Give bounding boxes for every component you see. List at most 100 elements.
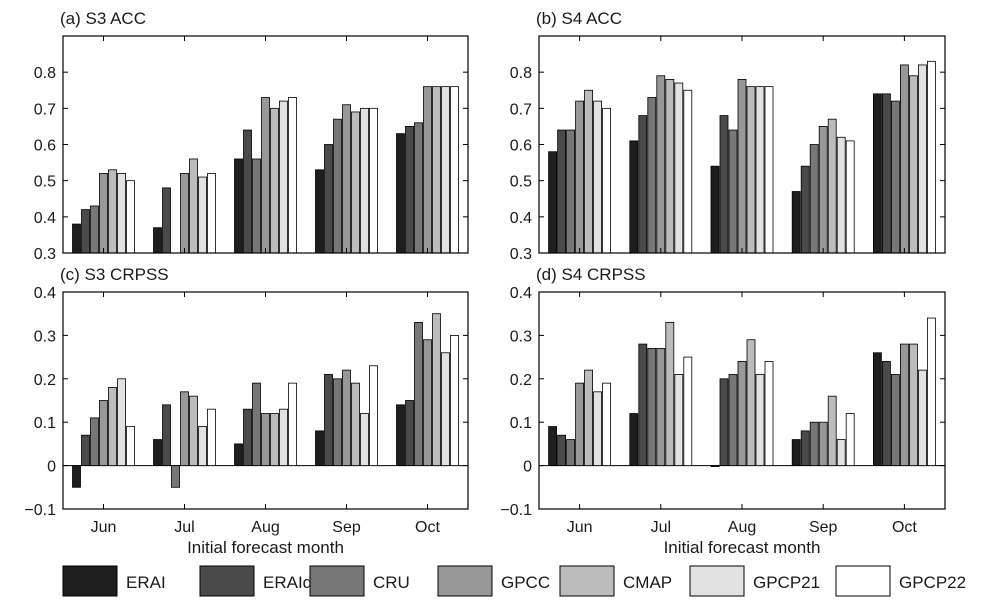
bar-erai-jun <box>72 465 81 488</box>
bar-erai-aug <box>710 465 720 468</box>
bar-erai-aug <box>710 165 720 254</box>
bar-cmap-jun <box>584 89 593 254</box>
bar-eraid-sep <box>800 430 810 467</box>
bar-erai-jul <box>153 439 162 466</box>
y-tick-label: 0.1 <box>510 415 532 432</box>
bar-cru-jun <box>566 129 575 254</box>
bar-cru-jul <box>647 348 657 467</box>
bar-gpcp22-sep <box>845 413 855 466</box>
bar-gpcc-aug <box>737 79 747 254</box>
bar-eraid-jun <box>557 129 566 254</box>
panel-a-group: 0.3 0.4 0.5 0.6 0.7 0.8 (a) S3 ACC <box>34 9 469 263</box>
bar-eraid-sep <box>324 144 333 254</box>
bar-cru-sep <box>333 118 342 254</box>
bar-gpcp21-sep <box>360 413 369 466</box>
bar-eraid-sep <box>800 165 810 254</box>
bar-gpcp22-jul <box>683 89 693 254</box>
legend-swatch-cru <box>309 565 365 597</box>
bar-eraid-jul <box>638 343 648 466</box>
bar-cmap-oct <box>432 313 441 467</box>
bar-erai-aug <box>234 443 243 466</box>
bar-erai-oct <box>396 404 405 466</box>
bar-gpcc-jul <box>656 75 666 254</box>
bar-cru-aug <box>252 158 261 254</box>
bar-gpcc-sep <box>818 421 828 467</box>
bar-gpcp21-oct <box>918 369 927 466</box>
bar-cmap-aug <box>270 107 279 254</box>
bar-gpcp22-oct <box>450 334 459 466</box>
y-tick-label: 0 <box>47 459 56 476</box>
bar-gpcc-sep <box>342 369 351 466</box>
y-tick-label: 0.7 <box>34 101 56 118</box>
bar-eraid-oct <box>405 400 414 466</box>
y-tick-label: 0.8 <box>34 65 56 82</box>
plot-frame <box>62 35 469 254</box>
bar-cmap-jun <box>108 169 117 254</box>
panel-b-group: 0.3 0.4 0.5 0.6 0.7 0.8 (b) S4 ACC <box>510 9 946 263</box>
bar-gpcp21-oct <box>441 86 450 254</box>
bar-gpcp21-jun <box>117 378 126 466</box>
bar-gpcp22-sep <box>369 365 378 466</box>
y-tick-label: 0 <box>523 459 532 476</box>
legend-label-erai: ERAI <box>126 573 166 592</box>
bar-gpcc-jul <box>180 391 189 467</box>
bar-cru-aug <box>728 374 738 466</box>
y-tick-label: 0.3 <box>34 246 56 263</box>
bar-cru-oct <box>891 100 900 254</box>
bar-gpcp21-aug <box>755 86 765 254</box>
bar-gpcp22-aug <box>764 86 774 254</box>
bar-gpcp21-jun <box>593 391 602 467</box>
bar-gpcp22-jun <box>126 180 135 254</box>
y-tick-label: 0.1 <box>34 415 56 432</box>
y-tick-label: 0.3 <box>510 328 532 345</box>
x-tick-label: Oct <box>415 519 440 536</box>
bar-cmap-jul <box>189 395 198 467</box>
bar-erai-jul <box>629 140 639 254</box>
bar-gpcc-aug <box>261 413 270 466</box>
bar-gpcp22-jun <box>126 426 135 467</box>
bar-cmap-jul <box>665 79 675 254</box>
x-axis-label: Initial forecast month <box>664 538 821 557</box>
bar-gpcp21-jul <box>674 374 684 466</box>
bar-cmap-oct <box>909 343 918 466</box>
panel-title: (a) S3 ACC <box>60 9 146 28</box>
bar-gpcp21-oct <box>441 352 450 467</box>
legend-label-gpcc: GPCC <box>501 573 550 592</box>
bar-gpcp21-jul <box>674 82 684 254</box>
bar-gpcc-jun <box>99 400 108 466</box>
bar-gpcc-aug <box>261 97 270 254</box>
legend-swatch-gpcp22 <box>835 565 891 597</box>
y-tick-label: 0.6 <box>510 138 532 155</box>
bar-gpcp22-jul <box>207 408 216 466</box>
bar-gpcp22-oct <box>927 317 936 467</box>
bar-gpcp21-aug <box>755 374 765 466</box>
bar-cru-sep <box>809 421 819 467</box>
x-tick-label: Jun <box>91 519 117 536</box>
bar-cru-oct <box>414 122 423 254</box>
bar-cru-jun <box>90 205 99 254</box>
bar-cmap-jun <box>108 387 117 467</box>
y-tick-label: −0.1 <box>500 502 532 519</box>
panel-title: (d) S4 CRPSS <box>536 265 646 284</box>
bar-cmap-jul <box>189 158 198 254</box>
bar-gpcp21-sep <box>360 107 369 254</box>
bar-erai-sep <box>315 430 324 467</box>
y-tick-label: 0.5 <box>34 174 56 191</box>
panel-title: (b) S4 ACC <box>536 9 622 28</box>
bar-gpcp22-jun <box>602 382 611 467</box>
bar-eraid-jun <box>557 434 566 467</box>
bar-erai-oct <box>396 133 405 254</box>
bar-eraid-aug <box>719 115 729 254</box>
bar-erai-jun <box>548 426 557 467</box>
bar-gpcp21-jun <box>117 173 126 254</box>
bar-eraid-jun <box>81 434 90 467</box>
bar-erai-oct <box>873 352 882 467</box>
bar-cru-oct <box>891 374 900 466</box>
bar-erai-sep <box>791 191 801 254</box>
x-tick-label: Oct <box>892 519 917 536</box>
legend-label-cmap: CMAP <box>623 573 672 592</box>
x-axis-label: Initial forecast month <box>187 538 344 557</box>
bar-gpcp22-sep <box>845 140 855 254</box>
bar-cmap-aug <box>270 413 279 466</box>
